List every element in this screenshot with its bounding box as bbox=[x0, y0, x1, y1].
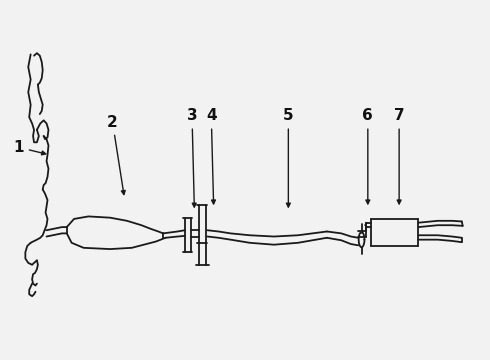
Text: 6: 6 bbox=[363, 108, 373, 204]
Text: 4: 4 bbox=[206, 108, 217, 204]
Text: 1: 1 bbox=[13, 140, 46, 155]
Text: 3: 3 bbox=[187, 108, 197, 207]
Text: 2: 2 bbox=[107, 115, 125, 194]
Text: 5: 5 bbox=[283, 108, 294, 207]
Text: 7: 7 bbox=[394, 108, 404, 204]
